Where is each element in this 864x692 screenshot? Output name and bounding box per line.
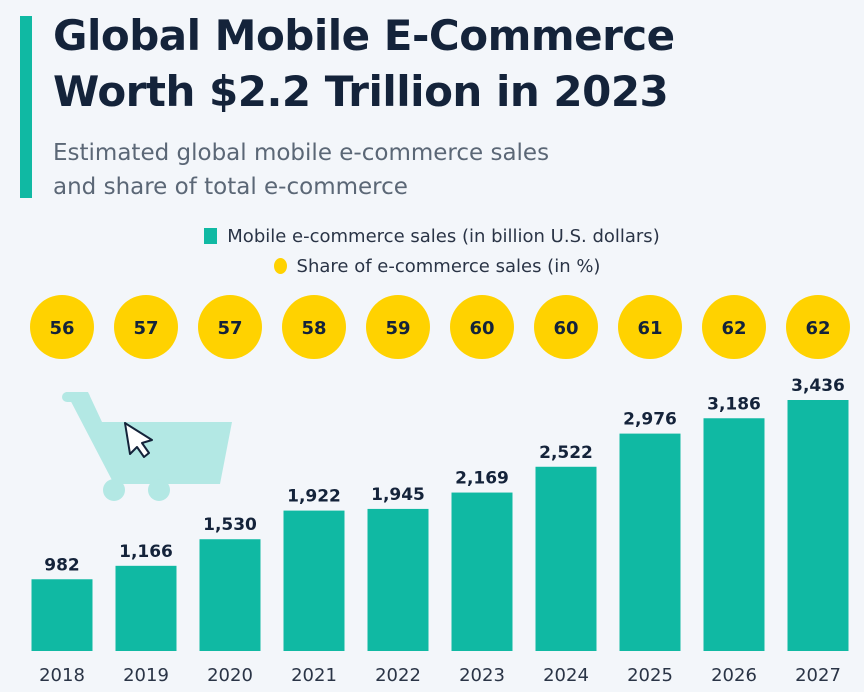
share-value-label-2021: 58 bbox=[301, 318, 326, 339]
legend-swatch-square bbox=[204, 228, 218, 244]
legend-item-share: Share of e-commerce sales (in %) bbox=[0, 256, 864, 277]
bar-2024 bbox=[535, 466, 597, 651]
chart-title: Global Mobile E-Commerce Worth $2.2 Tril… bbox=[53, 8, 675, 120]
title-accent-bar bbox=[20, 16, 32, 198]
share-value-label-2026: 62 bbox=[721, 318, 746, 339]
legend-item-sales: Mobile e-commerce sales (in billion U.S.… bbox=[0, 226, 864, 247]
x-tick-label-2018: 2018 bbox=[39, 665, 85, 686]
share-circle-2018 bbox=[30, 295, 94, 359]
title-line-1: Global Mobile E-Commerce bbox=[53, 11, 675, 60]
bar-2026 bbox=[703, 418, 765, 651]
shopping-cart-with-cursor-icon bbox=[62, 392, 232, 501]
share-circle-2027 bbox=[786, 295, 850, 359]
x-tick-label-2025: 2025 bbox=[627, 665, 673, 686]
x-tick-label-2027: 2027 bbox=[795, 665, 841, 686]
share-circle-2024 bbox=[534, 295, 598, 359]
share-value-label-2024: 60 bbox=[553, 318, 578, 339]
bar-value-label-2027: 3,436 bbox=[791, 376, 845, 396]
bar-value-label-2018: 982 bbox=[44, 555, 80, 575]
bar-2020 bbox=[199, 539, 261, 651]
share-circle-2022 bbox=[366, 295, 430, 359]
share-value-label-2019: 57 bbox=[133, 318, 158, 339]
share-value-label-2023: 60 bbox=[469, 318, 494, 339]
bar-2027 bbox=[787, 400, 849, 651]
x-tick-label-2019: 2019 bbox=[123, 665, 169, 686]
share-circle-2020 bbox=[198, 295, 262, 359]
x-tick-label-2024: 2024 bbox=[543, 665, 589, 686]
bar-value-label-2020: 1,530 bbox=[203, 515, 257, 535]
subtitle-line-1: Estimated global mobile e-commerce sales bbox=[53, 140, 550, 166]
share-circle-2019 bbox=[114, 295, 178, 359]
chart-subtitle: Estimated global mobile e-commerce sales… bbox=[53, 136, 549, 204]
bar-value-label-2025: 2,976 bbox=[623, 410, 677, 430]
share-value-label-2025: 61 bbox=[637, 318, 662, 339]
bar-2021 bbox=[283, 510, 345, 651]
x-tick-label-2020: 2020 bbox=[207, 665, 253, 686]
bar-2019 bbox=[115, 565, 177, 651]
x-tick-label-2026: 2026 bbox=[711, 665, 757, 686]
legend-label-sales: Mobile e-commerce sales (in billion U.S.… bbox=[227, 226, 660, 247]
x-tick-label-2022: 2022 bbox=[375, 665, 421, 686]
bar-value-label-2023: 2,169 bbox=[455, 469, 509, 489]
legend-swatch-circle bbox=[273, 258, 287, 274]
x-tick-label-2023: 2023 bbox=[459, 665, 505, 686]
share-circle-2026 bbox=[702, 295, 766, 359]
bar-2025 bbox=[619, 433, 681, 651]
title-line-2: Worth $2.2 Trillion in 2023 bbox=[53, 67, 669, 116]
share-value-label-2020: 57 bbox=[217, 318, 242, 339]
share-circle-2023 bbox=[450, 295, 514, 359]
subtitle-line-2: and share of total e-commerce bbox=[53, 174, 408, 200]
bar-value-label-2026: 3,186 bbox=[707, 394, 761, 414]
bar-value-label-2019: 1,166 bbox=[119, 542, 173, 562]
legend-label-share: Share of e-commerce sales (in %) bbox=[296, 256, 601, 277]
share-circle-2021 bbox=[282, 295, 346, 359]
share-value-label-2018: 56 bbox=[49, 318, 74, 339]
x-tick-label-2021: 2021 bbox=[291, 665, 337, 686]
bar-value-label-2022: 1,945 bbox=[371, 485, 425, 505]
bar-2022 bbox=[367, 508, 429, 651]
bar-value-label-2024: 2,522 bbox=[539, 443, 593, 463]
share-value-label-2027: 62 bbox=[805, 318, 830, 339]
share-circle-2025 bbox=[618, 295, 682, 359]
bar-2023 bbox=[451, 492, 513, 651]
bar-value-label-2021: 1,922 bbox=[287, 487, 341, 507]
share-value-label-2022: 59 bbox=[385, 318, 410, 339]
bar-2018 bbox=[31, 579, 93, 651]
